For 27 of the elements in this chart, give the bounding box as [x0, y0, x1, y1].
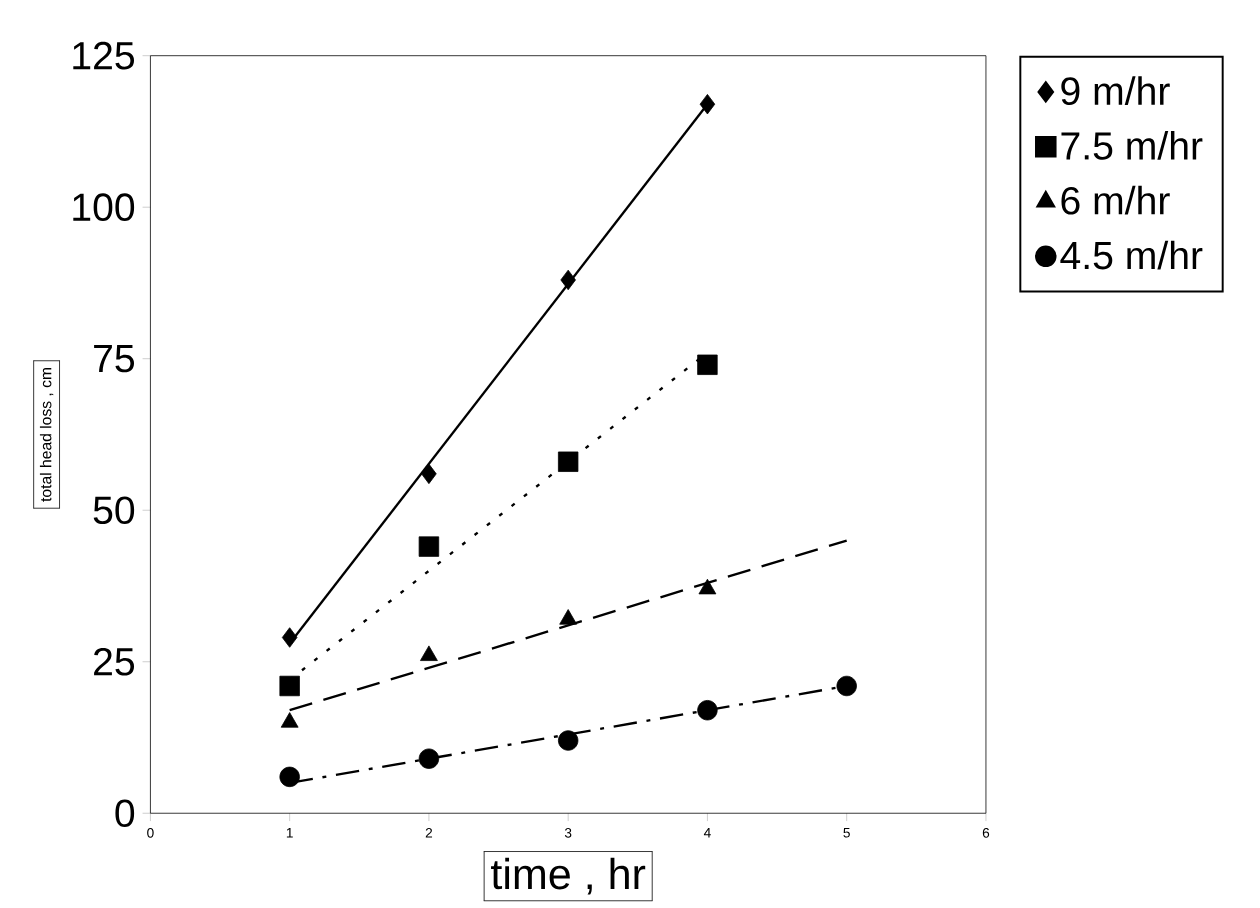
point: [418, 536, 440, 557]
point: [421, 463, 437, 485]
point: [279, 675, 300, 697]
point: [560, 269, 576, 291]
point: [420, 645, 438, 661]
point: [418, 748, 440, 769]
point: [557, 730, 579, 751]
legend-label: 4.5 m/hr: [1060, 240, 1203, 270]
point: [280, 712, 299, 728]
y-tick-label: 25: [94, 647, 135, 676]
y-tick-label: 50: [93, 496, 135, 525]
point: [697, 700, 718, 721]
y-tick-label: 125: [73, 41, 135, 70]
point: [698, 578, 717, 595]
y-tick-label: 75: [94, 345, 135, 373]
y-tick-label: 100: [73, 193, 135, 222]
point: [699, 94, 716, 115]
legend-label: 6 m/hr: [1061, 185, 1170, 215]
x-axis-title: time , hr: [491, 857, 646, 895]
legend-label: 9 m/hr: [1061, 76, 1170, 106]
point: [279, 766, 300, 788]
point: [557, 451, 579, 472]
point: [836, 675, 857, 697]
point: [697, 354, 718, 375]
point: [559, 609, 578, 625]
legend-label: 7.5 m/hr: [1061, 131, 1203, 160]
point: [281, 627, 298, 648]
